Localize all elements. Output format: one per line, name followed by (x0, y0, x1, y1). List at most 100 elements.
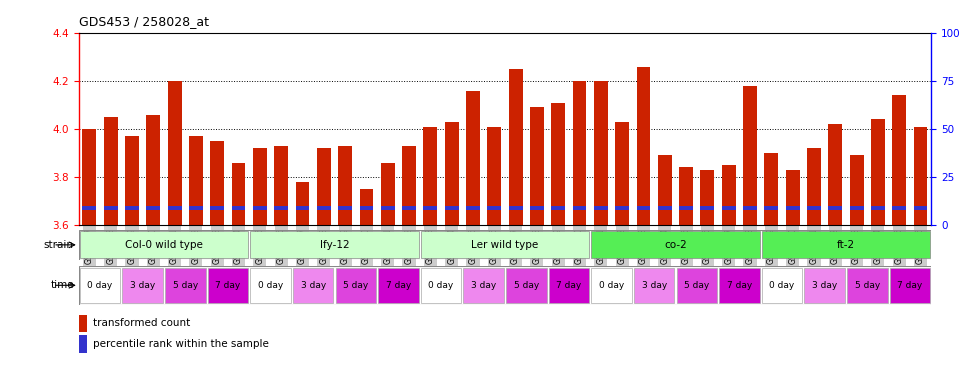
Bar (701, 206, 714, 210)
Bar (530, 206, 544, 210)
Bar (509, 69, 522, 225)
Bar (378, 268, 419, 303)
Bar (892, 206, 906, 210)
Bar (336, 268, 376, 303)
Bar (551, 102, 565, 225)
Bar (338, 146, 352, 225)
Bar (871, 206, 885, 210)
Bar (275, 206, 288, 210)
Bar (125, 136, 139, 225)
Bar (530, 107, 544, 225)
Bar (402, 206, 416, 210)
Text: Ler wild type: Ler wild type (471, 240, 539, 250)
Bar (210, 141, 225, 225)
Bar (275, 146, 288, 225)
Text: 5 day: 5 day (173, 281, 198, 290)
Bar (764, 206, 779, 210)
Text: 5 day: 5 day (343, 281, 369, 290)
Bar (850, 206, 864, 210)
Bar (828, 206, 842, 210)
Text: 7 day: 7 day (386, 281, 411, 290)
Bar (762, 231, 930, 258)
Text: 5 day: 5 day (684, 281, 709, 290)
Text: strain: strain (44, 240, 74, 250)
Bar (104, 117, 118, 225)
Bar (80, 231, 248, 258)
Bar (83, 129, 96, 225)
Bar (231, 206, 246, 210)
Bar (231, 163, 246, 225)
Bar (80, 268, 120, 303)
Bar (207, 268, 248, 303)
Bar (317, 148, 331, 225)
Bar (359, 206, 373, 210)
Bar (317, 206, 331, 210)
Bar (892, 96, 906, 225)
Bar (722, 206, 735, 210)
Bar (293, 268, 333, 303)
Bar (252, 148, 267, 225)
Bar (146, 206, 160, 210)
Bar (679, 168, 693, 225)
Bar (444, 122, 459, 225)
Bar (444, 206, 459, 210)
Text: 7 day: 7 day (727, 281, 752, 290)
Bar (785, 170, 800, 225)
Bar (381, 206, 395, 210)
Bar (594, 206, 608, 210)
Bar (572, 81, 587, 225)
Bar (252, 206, 267, 210)
Text: transformed count: transformed count (93, 318, 190, 328)
Bar (807, 148, 821, 225)
Bar (722, 165, 735, 225)
Bar (464, 268, 504, 303)
Bar (210, 206, 225, 210)
Bar (743, 206, 757, 210)
Bar (79, 315, 87, 332)
Bar (743, 86, 757, 225)
Bar (549, 268, 589, 303)
Bar (677, 268, 717, 303)
Bar (847, 268, 887, 303)
Bar (762, 268, 803, 303)
Text: 7 day: 7 day (898, 281, 923, 290)
Bar (914, 127, 927, 225)
Text: co-2: co-2 (664, 240, 686, 250)
Bar (807, 206, 821, 210)
Text: 5 day: 5 day (854, 281, 880, 290)
Bar (338, 206, 352, 210)
Text: 0 day: 0 day (769, 281, 795, 290)
Text: 0 day: 0 day (87, 281, 112, 290)
Bar (466, 206, 480, 210)
Text: 5 day: 5 day (514, 281, 539, 290)
Text: ft-2: ft-2 (837, 240, 855, 250)
Text: lfy-12: lfy-12 (320, 240, 349, 250)
Bar (466, 91, 480, 225)
Bar (850, 156, 864, 225)
Text: time: time (50, 280, 74, 290)
Bar (591, 231, 759, 258)
Bar (679, 206, 693, 210)
Bar (420, 231, 589, 258)
Bar (890, 268, 930, 303)
Bar (104, 206, 118, 210)
Bar (636, 206, 651, 210)
Bar (615, 122, 629, 225)
Bar (615, 206, 629, 210)
Bar (251, 231, 419, 258)
Bar (423, 127, 438, 225)
Bar (420, 268, 461, 303)
Text: 0 day: 0 day (428, 281, 454, 290)
Bar (701, 170, 714, 225)
Text: 7 day: 7 day (215, 281, 241, 290)
Bar (634, 268, 674, 303)
Bar (591, 268, 632, 303)
Bar (719, 268, 759, 303)
Bar (381, 163, 395, 225)
Bar (296, 182, 309, 225)
Bar (914, 206, 927, 210)
Bar (402, 146, 416, 225)
Bar (636, 67, 651, 225)
Bar (804, 268, 845, 303)
Bar (125, 206, 139, 210)
